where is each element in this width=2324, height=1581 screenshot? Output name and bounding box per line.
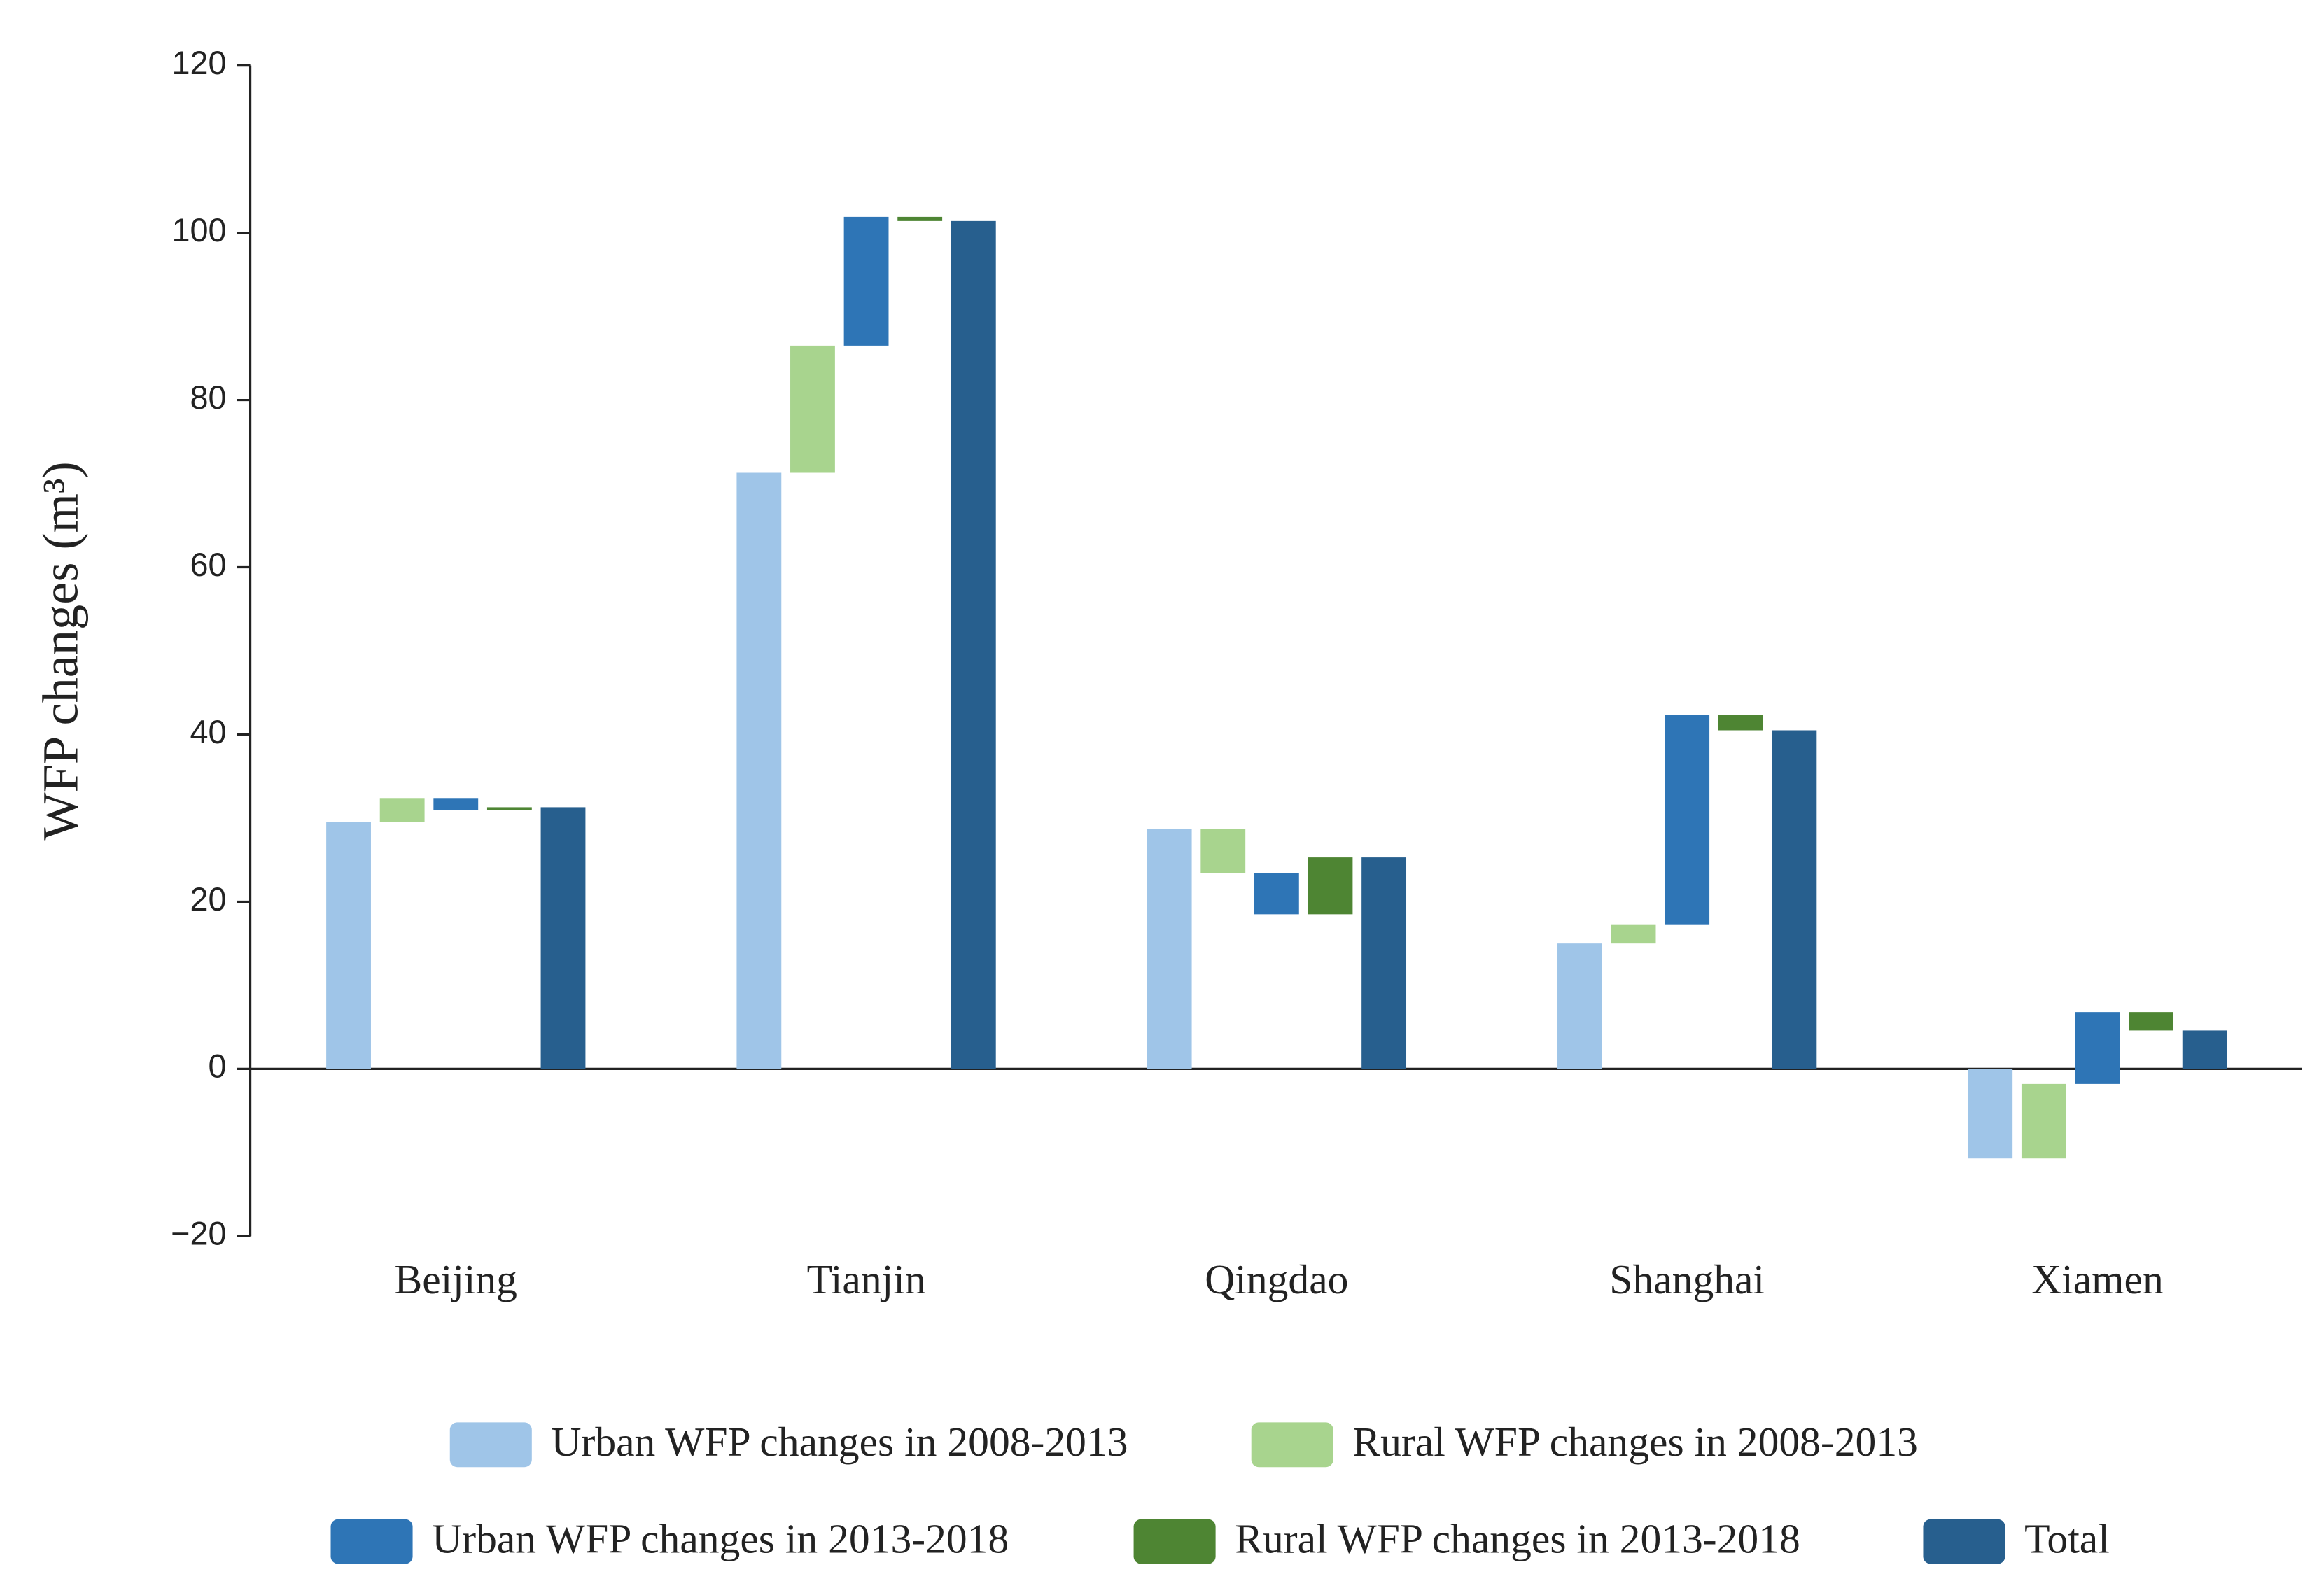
- bar: [1362, 857, 1407, 1069]
- y-tick-label: 80: [190, 379, 226, 416]
- x-tick-label: Qingdao: [1205, 1256, 1348, 1302]
- y-tick-label: 20: [190, 881, 226, 918]
- y-tick-label: 120: [172, 45, 226, 81]
- bar: [1611, 924, 1656, 944]
- x-tick-label: Tianjin: [807, 1256, 926, 1302]
- bar: [1308, 857, 1353, 915]
- bar: [2129, 1012, 2174, 1031]
- bar: [951, 220, 996, 1069]
- bar: [540, 807, 586, 1069]
- bar: [1254, 873, 1299, 915]
- legend-swatch: [449, 1422, 532, 1468]
- bar: [1200, 829, 1246, 873]
- legend-swatch: [330, 1519, 413, 1564]
- legend-label: Rural WFP changes in 2008-2013: [1352, 1419, 1918, 1465]
- x-tick-label: Beijing: [395, 1256, 517, 1302]
- bar: [433, 798, 479, 810]
- legend-label: Urban WFP changes in 2008-2013: [551, 1419, 1128, 1465]
- bar: [2021, 1083, 2066, 1159]
- legend-swatch: [1923, 1519, 2005, 1564]
- y-tick-label: −20: [171, 1216, 226, 1252]
- y-tick-label: 0: [209, 1048, 227, 1085]
- x-tick-label: Shanghai: [1609, 1256, 1765, 1302]
- y-tick-label: 100: [172, 212, 226, 248]
- legend-label: Total: [2024, 1515, 2110, 1561]
- y-tick-label: 40: [190, 714, 226, 750]
- y-tick-label: 60: [190, 547, 226, 583]
- bar: [844, 216, 889, 346]
- x-tick-label: Xiamen: [2031, 1256, 2164, 1302]
- bar: [897, 216, 943, 221]
- y-axis-label: WFP changes (m³): [32, 461, 88, 840]
- bar: [2182, 1030, 2227, 1069]
- bar: [1147, 829, 1192, 1069]
- bar: [486, 807, 532, 810]
- bar: [1968, 1069, 2013, 1159]
- legend-label: Rural WFP changes in 2013-2018: [1235, 1515, 1800, 1561]
- bar: [790, 345, 835, 473]
- legend-swatch: [1133, 1519, 1216, 1564]
- legend-swatch: [1251, 1422, 1334, 1468]
- bar: [736, 472, 782, 1069]
- bar: [1558, 943, 1602, 1069]
- bar: [379, 798, 425, 822]
- bar: [1718, 715, 1763, 731]
- bar: [1772, 730, 1817, 1069]
- bar: [1665, 715, 1710, 925]
- bar: [326, 822, 371, 1069]
- legend-label: Urban WFP changes in 2013-2018: [432, 1515, 1009, 1561]
- bar: [2075, 1012, 2120, 1084]
